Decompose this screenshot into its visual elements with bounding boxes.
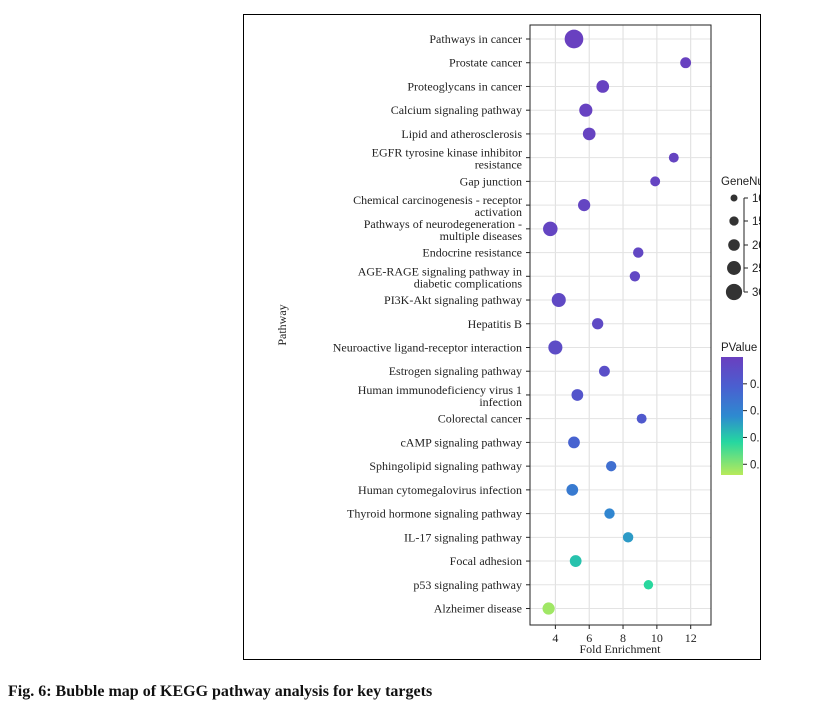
pvalue-legend: PValue 0.000005 0.000010 0.000015 0.000020: [721, 342, 760, 475]
bubble: [604, 508, 615, 519]
size-legend-bubble: [729, 216, 739, 226]
bubble: [551, 293, 566, 308]
gridlines: [530, 25, 711, 625]
pathway-label: Neuroactive ligand-receptor interaction: [333, 340, 522, 354]
bubble: [578, 199, 591, 212]
pvalue-legend-label: 0.000005: [750, 379, 760, 391]
size-legend-label: 10: [752, 193, 760, 205]
pvalue-colorbar: [721, 357, 743, 475]
bubble: [633, 247, 644, 258]
bubble: [542, 602, 555, 615]
bubble: [548, 340, 563, 355]
size-legend-bubble: [727, 261, 741, 275]
size-legend-label: 20: [752, 240, 760, 252]
size-legend-label: 25: [752, 263, 760, 275]
figure-frame: Pathways in cancer Prostate cancer Proteog…: [243, 14, 761, 660]
pathway-label: Estrogen signaling pathway: [389, 364, 522, 378]
pvalue-legend-label: 0.000015: [750, 432, 760, 444]
pathway-label: Sphingolipid signaling pathway: [369, 459, 522, 473]
bubble: [569, 555, 582, 567]
x-tick-label: 6: [586, 631, 592, 645]
bubble: [582, 127, 596, 141]
pathway-label: PI3K-Akt signaling pathway: [384, 293, 522, 307]
bubble: [668, 152, 679, 163]
bubble: [592, 318, 604, 330]
x-axis-label: Fold Enrichment: [580, 642, 662, 656]
pathway-label: Human immunodeficiency virus 1 infection: [358, 383, 522, 409]
pathway-label: Colorectal cancer: [438, 412, 522, 426]
pathway-label: Human cytomegalovirus infection: [358, 483, 522, 497]
size-legend-label: 30: [752, 287, 760, 299]
size-legend-bubble: [730, 194, 738, 202]
gene-number-legend-title: GeneNumber: [721, 176, 760, 188]
pathway-label: Alzheimer disease: [434, 602, 522, 616]
bubble: [629, 271, 641, 282]
pathway-label: AGE-RAGE signaling pathway in diabetic co…: [358, 264, 523, 290]
bubble: [596, 80, 610, 93]
size-legend-label: 15: [752, 216, 760, 228]
pathway-label: Proteoglycans in cancer: [407, 79, 522, 93]
pathway-label: Focal adhesion: [450, 554, 522, 568]
bubble: [568, 436, 580, 449]
pathway-label: p53 signaling pathway: [413, 578, 522, 592]
pathway-label: Hepatitis B: [468, 317, 522, 331]
bubble: [643, 580, 654, 590]
pvalue-legend-label: 0.000010: [750, 406, 760, 418]
pathway-label: Gap junction: [460, 174, 522, 188]
bubble: [579, 103, 593, 117]
pathway-label: Endocrine resistance: [422, 246, 522, 260]
bubble: [680, 57, 692, 69]
plot-area-border: [529, 24, 712, 626]
size-legend-bubble: [728, 239, 740, 251]
x-axis-ticks: 4 6 8 10 12: [552, 625, 697, 645]
bubble: [571, 389, 584, 401]
bubble: [599, 365, 610, 377]
size-legend-bubble: [725, 283, 743, 301]
y-axis-categories: Pathways in cancer Prostate cancer Proteog…: [333, 32, 530, 616]
x-tick-label: 12: [685, 631, 697, 645]
x-tick-label: 8: [620, 631, 626, 645]
bubble: [650, 176, 661, 187]
bubble: [566, 483, 579, 496]
bubble: [606, 460, 617, 472]
bubble: [622, 532, 634, 543]
bubble: [636, 413, 647, 424]
y-axis-label: Pathway: [275, 304, 289, 345]
bubble: [564, 29, 584, 49]
pathway-label: Calcium signaling pathway: [391, 103, 522, 117]
pathway-label: Prostate cancer: [449, 56, 522, 70]
figure-caption: Fig. 6: Bubble map of KEGG pathway analy…: [8, 683, 433, 700]
pvalue-legend-title: PValue: [721, 342, 757, 354]
pathway-label: Pathways in cancer: [429, 32, 522, 46]
pathway-label: IL-17 signaling pathway: [404, 530, 522, 544]
pathway-label: Chemical carcinogenesis - receptor activa…: [353, 193, 522, 219]
bubble-chart: Pathways in cancer Prostate cancer Proteog…: [275, 24, 760, 656]
bubble: [543, 221, 558, 237]
pathway-label: cAMP signaling pathway: [400, 435, 522, 449]
x-tick-label: 10: [651, 631, 663, 645]
gene-number-legend: GeneNumber 10 15 20 25 30: [721, 176, 760, 301]
pvalue-legend-label: 0.000020: [750, 459, 760, 471]
pathway-label: EGFR tyrosine kinase inhibitor resistance: [372, 146, 522, 172]
pathway-label: Thyroid hormone signaling pathway: [347, 507, 522, 521]
x-tick-label: 4: [552, 631, 558, 645]
pathway-label: Pathways of neurodegeneration -multiple …: [364, 217, 523, 243]
pathway-label: Lipid and atherosclerosis: [401, 127, 522, 141]
bubbles: [542, 29, 692, 615]
